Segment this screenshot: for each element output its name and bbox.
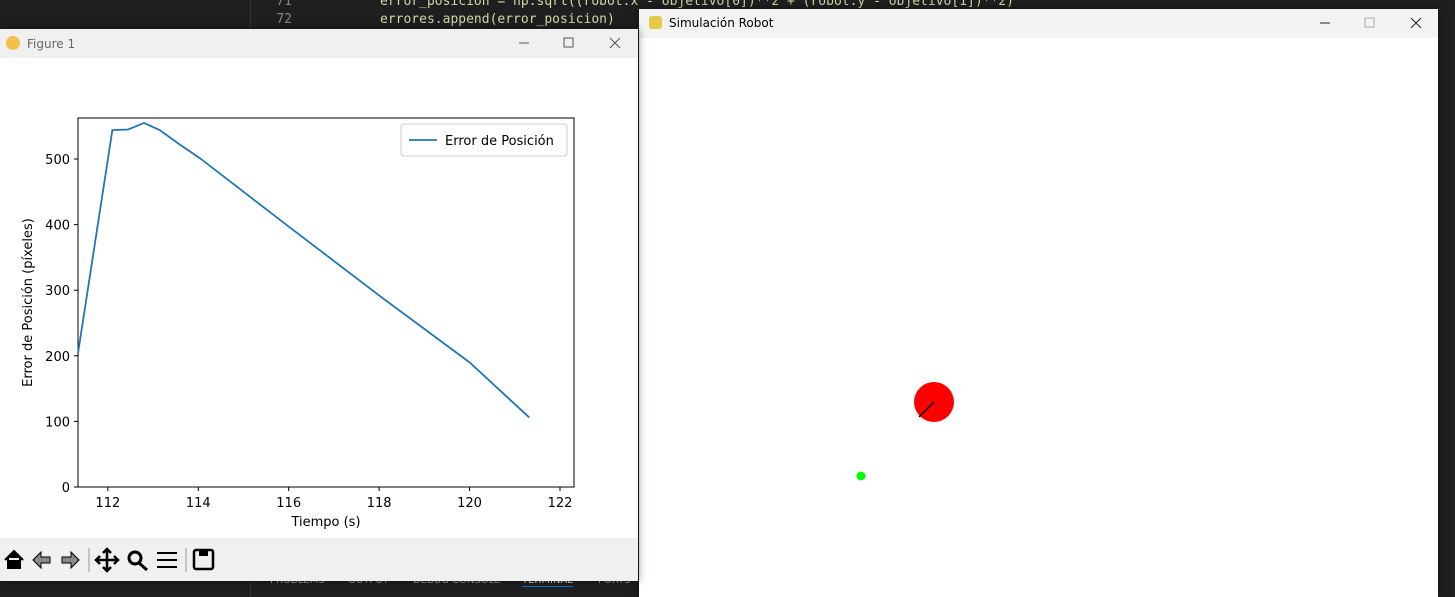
y-axis-label: Error de Posición (píxeles) [21, 218, 36, 387]
app-icon [6, 36, 20, 50]
legend-label: Error de Posición [445, 134, 554, 149]
app-icon [649, 16, 662, 29]
line-number: 71 [276, 0, 292, 9]
x-tick-label: 122 [548, 496, 573, 511]
window-title: Simulación Robot [669, 16, 774, 30]
y-tick-label: 100 [45, 415, 70, 430]
back-button[interactable] [32, 550, 51, 570]
zoom-button[interactable] [127, 550, 143, 566]
chart: 112 114 116 118 120 122 0 100 200 300 400 500 Tiempo… [21, 117, 575, 530]
legend-box [400, 123, 568, 157]
window-controls[interactable] [508, 29, 638, 58]
y-tick-label: 200 [45, 350, 70, 365]
y-tick-label: 400 [45, 219, 70, 234]
robot-window: Simulación Robot [639, 9, 1438, 597]
y-tick-label: 500 [45, 153, 70, 168]
y-tick-label: 0 [62, 481, 70, 496]
x-axis-label: Tiempo (s) [290, 515, 360, 530]
toolbar [0, 538, 638, 581]
pan-button[interactable] [94, 547, 120, 573]
home-button[interactable] [4, 549, 24, 569]
x-tick-label: 116 [276, 496, 301, 511]
data-line [77, 121, 530, 419]
line-number: 72 [276, 12, 292, 27]
x-tick-label: 112 [95, 496, 120, 511]
x-tick-label: 118 [367, 496, 392, 511]
y-tick-label: 300 [45, 284, 70, 299]
x-tick-label: 114 [186, 496, 211, 511]
configure-button[interactable] [157, 552, 177, 568]
code-line: errores.append(error_posicion) [380, 12, 615, 27]
robot-heading [918, 401, 935, 418]
title-bar: Simulación Robot [639, 9, 1438, 38]
forward-button[interactable] [61, 550, 80, 570]
code-line: error_posicion = np.sqrt((robot.x - obje… [380, 0, 1014, 9]
x-tick-label: 120 [457, 496, 482, 511]
plot-area [77, 117, 575, 488]
target [856, 471, 866, 481]
window-title: Figure 1 [27, 37, 76, 51]
window-controls[interactable] [1309, 9, 1438, 38]
title-bar: Figure 1 [0, 29, 638, 58]
figure-window: Figure 1 112 114 116 118 120 122 0 100 200 300 400… [0, 29, 638, 581]
robot-canvas [856, 382, 954, 481]
